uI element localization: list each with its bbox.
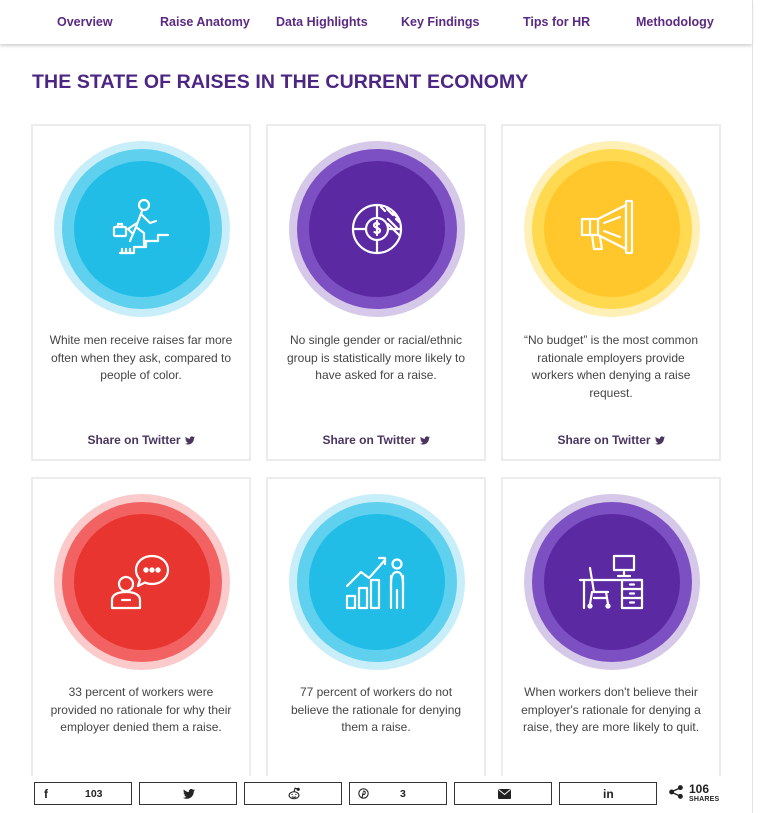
total-shares: 106 SHARES bbox=[669, 782, 729, 808]
share-label: Share on Twitter bbox=[87, 433, 181, 447]
twitter-icon bbox=[654, 436, 665, 445]
share-on-twitter-link[interactable]: Share on Twitter bbox=[33, 433, 249, 447]
finding-card: No single gender or racial/ethnic group … bbox=[266, 124, 486, 461]
pinterest-share-count: 3 bbox=[400, 788, 406, 800]
finding-text: “No budget” is the most common rationale… bbox=[523, 333, 699, 400]
finding-text: 77 percent of workers do not believe the… bbox=[290, 685, 462, 734]
email-icon bbox=[498, 789, 511, 799]
page-title: THE STATE OF RAISES IN THE CURRENT ECONO… bbox=[32, 71, 529, 93]
facebook-share-count: 103 bbox=[85, 788, 103, 800]
finding-card: “No budget” is the most common rationale… bbox=[501, 124, 721, 461]
share-on-twitter-link[interactable]: Share on Twitter bbox=[503, 433, 719, 447]
icon-circle bbox=[54, 141, 230, 317]
linkedin-icon: in bbox=[603, 787, 614, 801]
nav-methodology[interactable]: Methodology bbox=[636, 15, 714, 29]
total-shares-label: SHARES bbox=[689, 796, 720, 803]
nav-tips-for-hr[interactable]: Tips for HR bbox=[523, 15, 591, 29]
page-edge-divider bbox=[752, 0, 753, 813]
finding-card: 33 percent of workers were provided no r… bbox=[31, 477, 251, 797]
finding-text: No single gender or racial/ethnic group … bbox=[286, 333, 466, 382]
finding-text: White men receive raises far more often … bbox=[49, 333, 233, 382]
facebook-share-button[interactable]: f 103 bbox=[34, 782, 132, 805]
top-navigation: Overview Raise Anatomy Data Highlights K… bbox=[0, 0, 752, 44]
twitter-icon bbox=[183, 789, 195, 799]
nav-key-findings[interactable]: Key Findings bbox=[401, 15, 480, 29]
nav-overview[interactable]: Overview bbox=[57, 15, 113, 29]
office-desk-icon bbox=[578, 554, 644, 610]
share-icon bbox=[669, 785, 683, 799]
facebook-icon: f bbox=[44, 787, 48, 801]
finding-text: When workers don't believe their employe… bbox=[521, 685, 701, 734]
icon-circle bbox=[289, 141, 465, 317]
icon-circle bbox=[524, 494, 700, 670]
icon-circle bbox=[289, 494, 465, 670]
twitter-icon bbox=[184, 436, 195, 445]
reddit-icon bbox=[288, 787, 300, 800]
pinterest-icon bbox=[358, 788, 369, 799]
pinterest-share-button[interactable]: 3 bbox=[349, 782, 447, 805]
megaphone-icon bbox=[580, 199, 634, 255]
email-share-button[interactable] bbox=[454, 782, 552, 805]
person-speech-bubble-icon bbox=[110, 554, 170, 610]
finding-card: White men receive raises far more often … bbox=[31, 124, 251, 461]
reddit-share-button[interactable] bbox=[244, 782, 342, 805]
growth-chart-person-icon bbox=[345, 556, 405, 610]
share-label: Share on Twitter bbox=[322, 433, 416, 447]
social-share-bar: f 103 3 in bbox=[0, 776, 752, 813]
finding-card: 77 percent of workers do not believe the… bbox=[266, 477, 486, 797]
twitter-icon bbox=[419, 436, 430, 445]
twitter-share-button[interactable] bbox=[139, 782, 237, 805]
nav-data-highlights[interactable]: Data Highlights bbox=[276, 15, 368, 29]
climbing-stairs-icon bbox=[112, 198, 170, 255]
share-on-twitter-link[interactable]: Share on Twitter bbox=[268, 433, 484, 447]
linkedin-share-button[interactable]: in bbox=[559, 782, 657, 805]
icon-circle bbox=[54, 494, 230, 670]
icon-circle bbox=[524, 141, 700, 317]
finding-card: When workers don't believe their employe… bbox=[501, 477, 721, 797]
share-label: Share on Twitter bbox=[557, 433, 651, 447]
total-shares-count: 106 bbox=[689, 782, 710, 796]
nav-raise-anatomy[interactable]: Raise Anatomy bbox=[160, 15, 250, 29]
dollar-pie-chart-icon bbox=[351, 203, 403, 255]
finding-text: 33 percent of workers were provided no r… bbox=[50, 685, 232, 734]
